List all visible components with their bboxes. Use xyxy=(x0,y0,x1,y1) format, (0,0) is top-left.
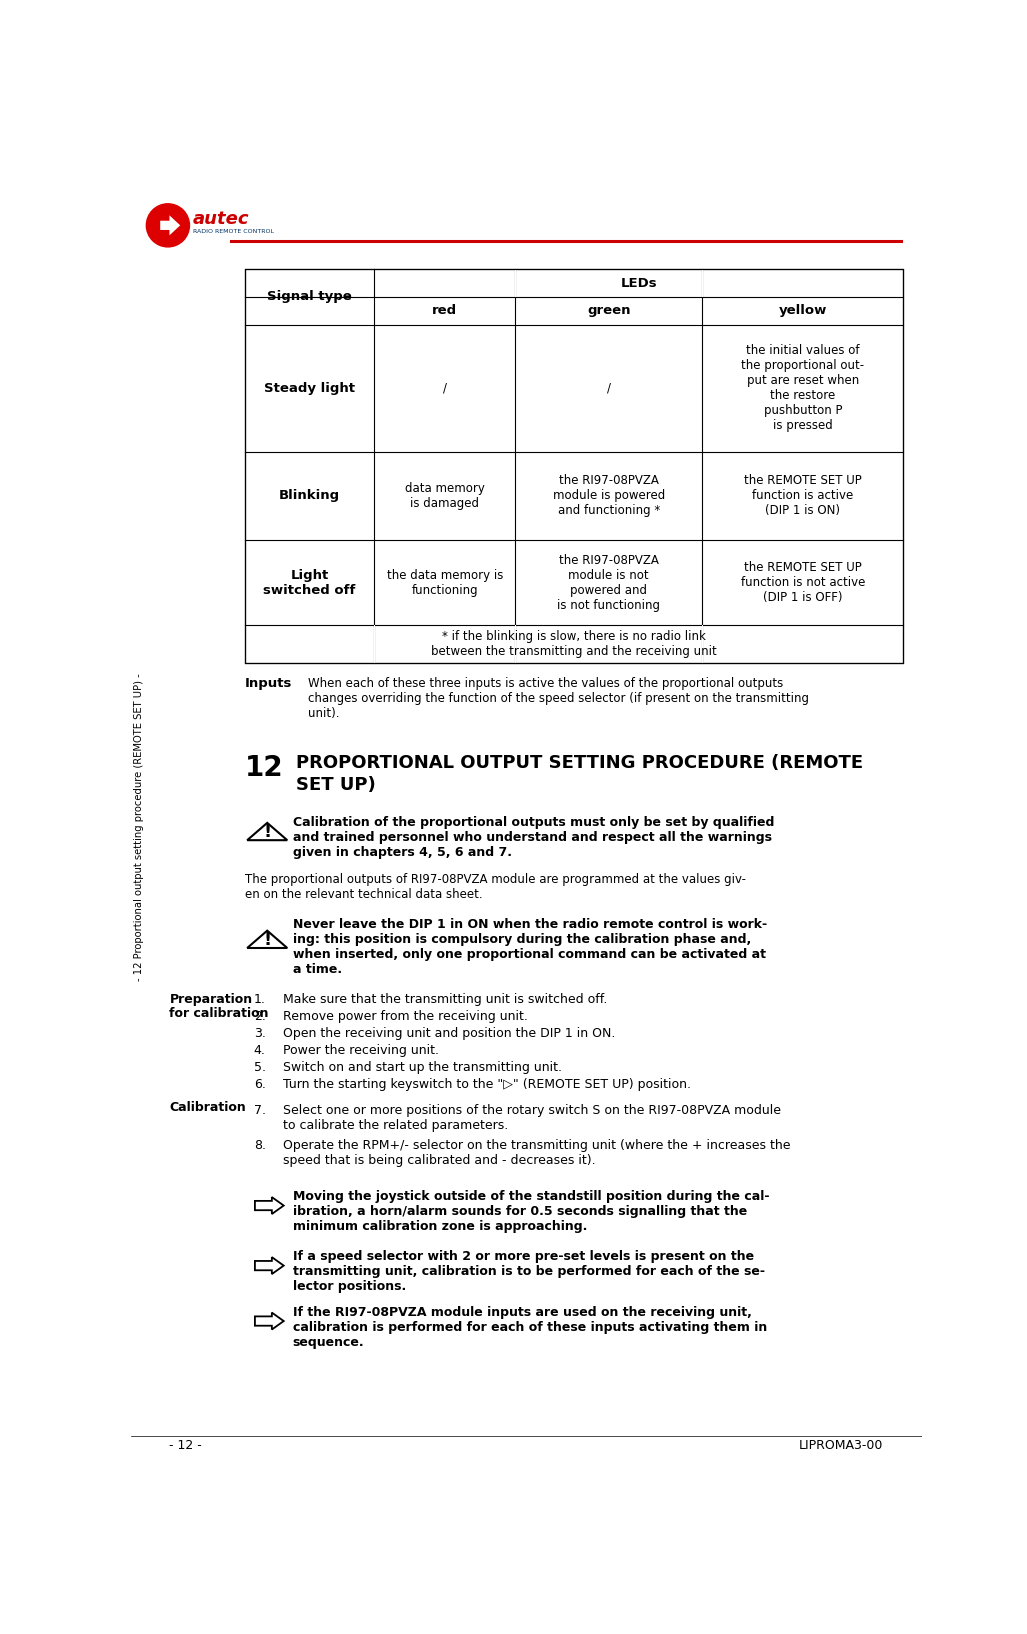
Text: yellow: yellow xyxy=(778,304,827,317)
Text: Signal type: Signal type xyxy=(267,291,352,304)
Ellipse shape xyxy=(146,204,189,247)
Text: Select one or more positions of the rotary switch S on the RI97-08PVZA module
to: Select one or more positions of the rota… xyxy=(283,1105,782,1132)
Text: 2.: 2. xyxy=(254,1010,266,1023)
Text: Power the receiving unit.: Power the receiving unit. xyxy=(283,1044,440,1057)
Text: When each of these three inputs is active the values of the proportional outputs: When each of these three inputs is activ… xyxy=(308,678,809,721)
Text: /: / xyxy=(607,382,611,395)
Text: LEDs: LEDs xyxy=(620,276,657,289)
Text: If a speed selector with 2 or more pre-set levels is present on the
transmitting: If a speed selector with 2 or more pre-s… xyxy=(293,1250,765,1292)
Text: the initial values of
the proportional out-
put are reset when
the restore
pushb: the initial values of the proportional o… xyxy=(741,345,865,433)
Text: Steady light: Steady light xyxy=(264,382,355,395)
Text: Calibration of the proportional outputs must only be set by qualified
and traine: Calibration of the proportional outputs … xyxy=(293,815,774,859)
Text: Calibration: Calibration xyxy=(169,1101,246,1114)
Text: SET UP): SET UP) xyxy=(297,776,376,794)
Text: Operate the RPM+/- selector on the transmitting unit (where the + increases the
: Operate the RPM+/- selector on the trans… xyxy=(283,1139,791,1167)
Text: the RI97-08PVZA
module is not
powered and
is not functioning: the RI97-08PVZA module is not powered an… xyxy=(558,554,660,611)
Text: 6.: 6. xyxy=(254,1078,266,1092)
Text: LIPROMA3-00: LIPROMA3-00 xyxy=(799,1440,883,1453)
Text: the data memory is
functioning: the data memory is functioning xyxy=(386,569,503,596)
Text: Open the receiving unit and position the DIP 1 in ON.: Open the receiving unit and position the… xyxy=(283,1026,616,1039)
Text: Switch on and start up the transmitting unit.: Switch on and start up the transmitting … xyxy=(283,1060,563,1074)
Bar xyxy=(244,270,904,663)
Text: RADIO REMOTE CONTROL: RADIO REMOTE CONTROL xyxy=(192,229,273,234)
Text: red: red xyxy=(432,304,457,317)
Text: The proportional outputs of RI97-08PVZA module are programmed at the values giv-: The proportional outputs of RI97-08PVZA … xyxy=(244,873,746,900)
Text: data memory
is damaged: data memory is damaged xyxy=(405,482,485,510)
Text: Preparation: Preparation xyxy=(169,993,253,1007)
Text: 5.: 5. xyxy=(254,1060,266,1074)
Text: 3.: 3. xyxy=(254,1026,266,1039)
Text: - 12 Proportional output setting procedure (REMOTE SET UP) -: - 12 Proportional output setting procedu… xyxy=(135,673,145,982)
Text: Turn the starting keyswitch to the "▷" (REMOTE SET UP) position.: Turn the starting keyswitch to the "▷" (… xyxy=(283,1078,691,1092)
Text: Never leave the DIP 1 in ON when the radio remote control is work-
ing: this pos: Never leave the DIP 1 in ON when the rad… xyxy=(293,918,767,975)
Text: Remove power from the receiving unit.: Remove power from the receiving unit. xyxy=(283,1010,528,1023)
Text: !: ! xyxy=(263,824,271,842)
Text: * if the blinking is slow, there is no radio link
between the transmitting and t: * if the blinking is slow, there is no r… xyxy=(431,631,717,659)
Text: !: ! xyxy=(263,931,271,949)
Text: - 12 -: - 12 - xyxy=(169,1440,202,1453)
Text: the RI97-08PVZA
module is powered
and functioning *: the RI97-08PVZA module is powered and fu… xyxy=(553,474,664,518)
Text: If the RI97-08PVZA module inputs are used on the receiving unit,
calibration is : If the RI97-08PVZA module inputs are use… xyxy=(293,1306,767,1348)
Text: the REMOTE SET UP
function is not active
(DIP 1 is OFF): the REMOTE SET UP function is not active… xyxy=(740,560,865,605)
Text: for calibration: for calibration xyxy=(169,1007,269,1020)
Text: 4.: 4. xyxy=(254,1044,266,1057)
Text: PROPORTIONAL OUTPUT SETTING PROCEDURE (REMOTE: PROPORTIONAL OUTPUT SETTING PROCEDURE (R… xyxy=(297,755,864,773)
Text: 8.: 8. xyxy=(254,1139,266,1152)
Text: 12: 12 xyxy=(244,755,283,783)
Text: autec: autec xyxy=(192,211,249,229)
Text: /: / xyxy=(443,382,447,395)
Text: Blinking: Blinking xyxy=(279,490,340,503)
Polygon shape xyxy=(160,216,180,235)
Text: Moving the joystick outside of the standstill position during the cal-
ibration,: Moving the joystick outside of the stand… xyxy=(293,1190,769,1234)
Text: Light
switched off: Light switched off xyxy=(263,569,355,596)
Text: Inputs: Inputs xyxy=(244,678,293,690)
Text: the REMOTE SET UP
function is active
(DIP 1 is ON): the REMOTE SET UP function is active (DI… xyxy=(744,474,862,518)
Text: 1.: 1. xyxy=(254,993,266,1007)
Text: Make sure that the transmitting unit is switched off.: Make sure that the transmitting unit is … xyxy=(283,993,608,1007)
Text: 7.: 7. xyxy=(254,1105,266,1118)
Text: green: green xyxy=(587,304,631,317)
